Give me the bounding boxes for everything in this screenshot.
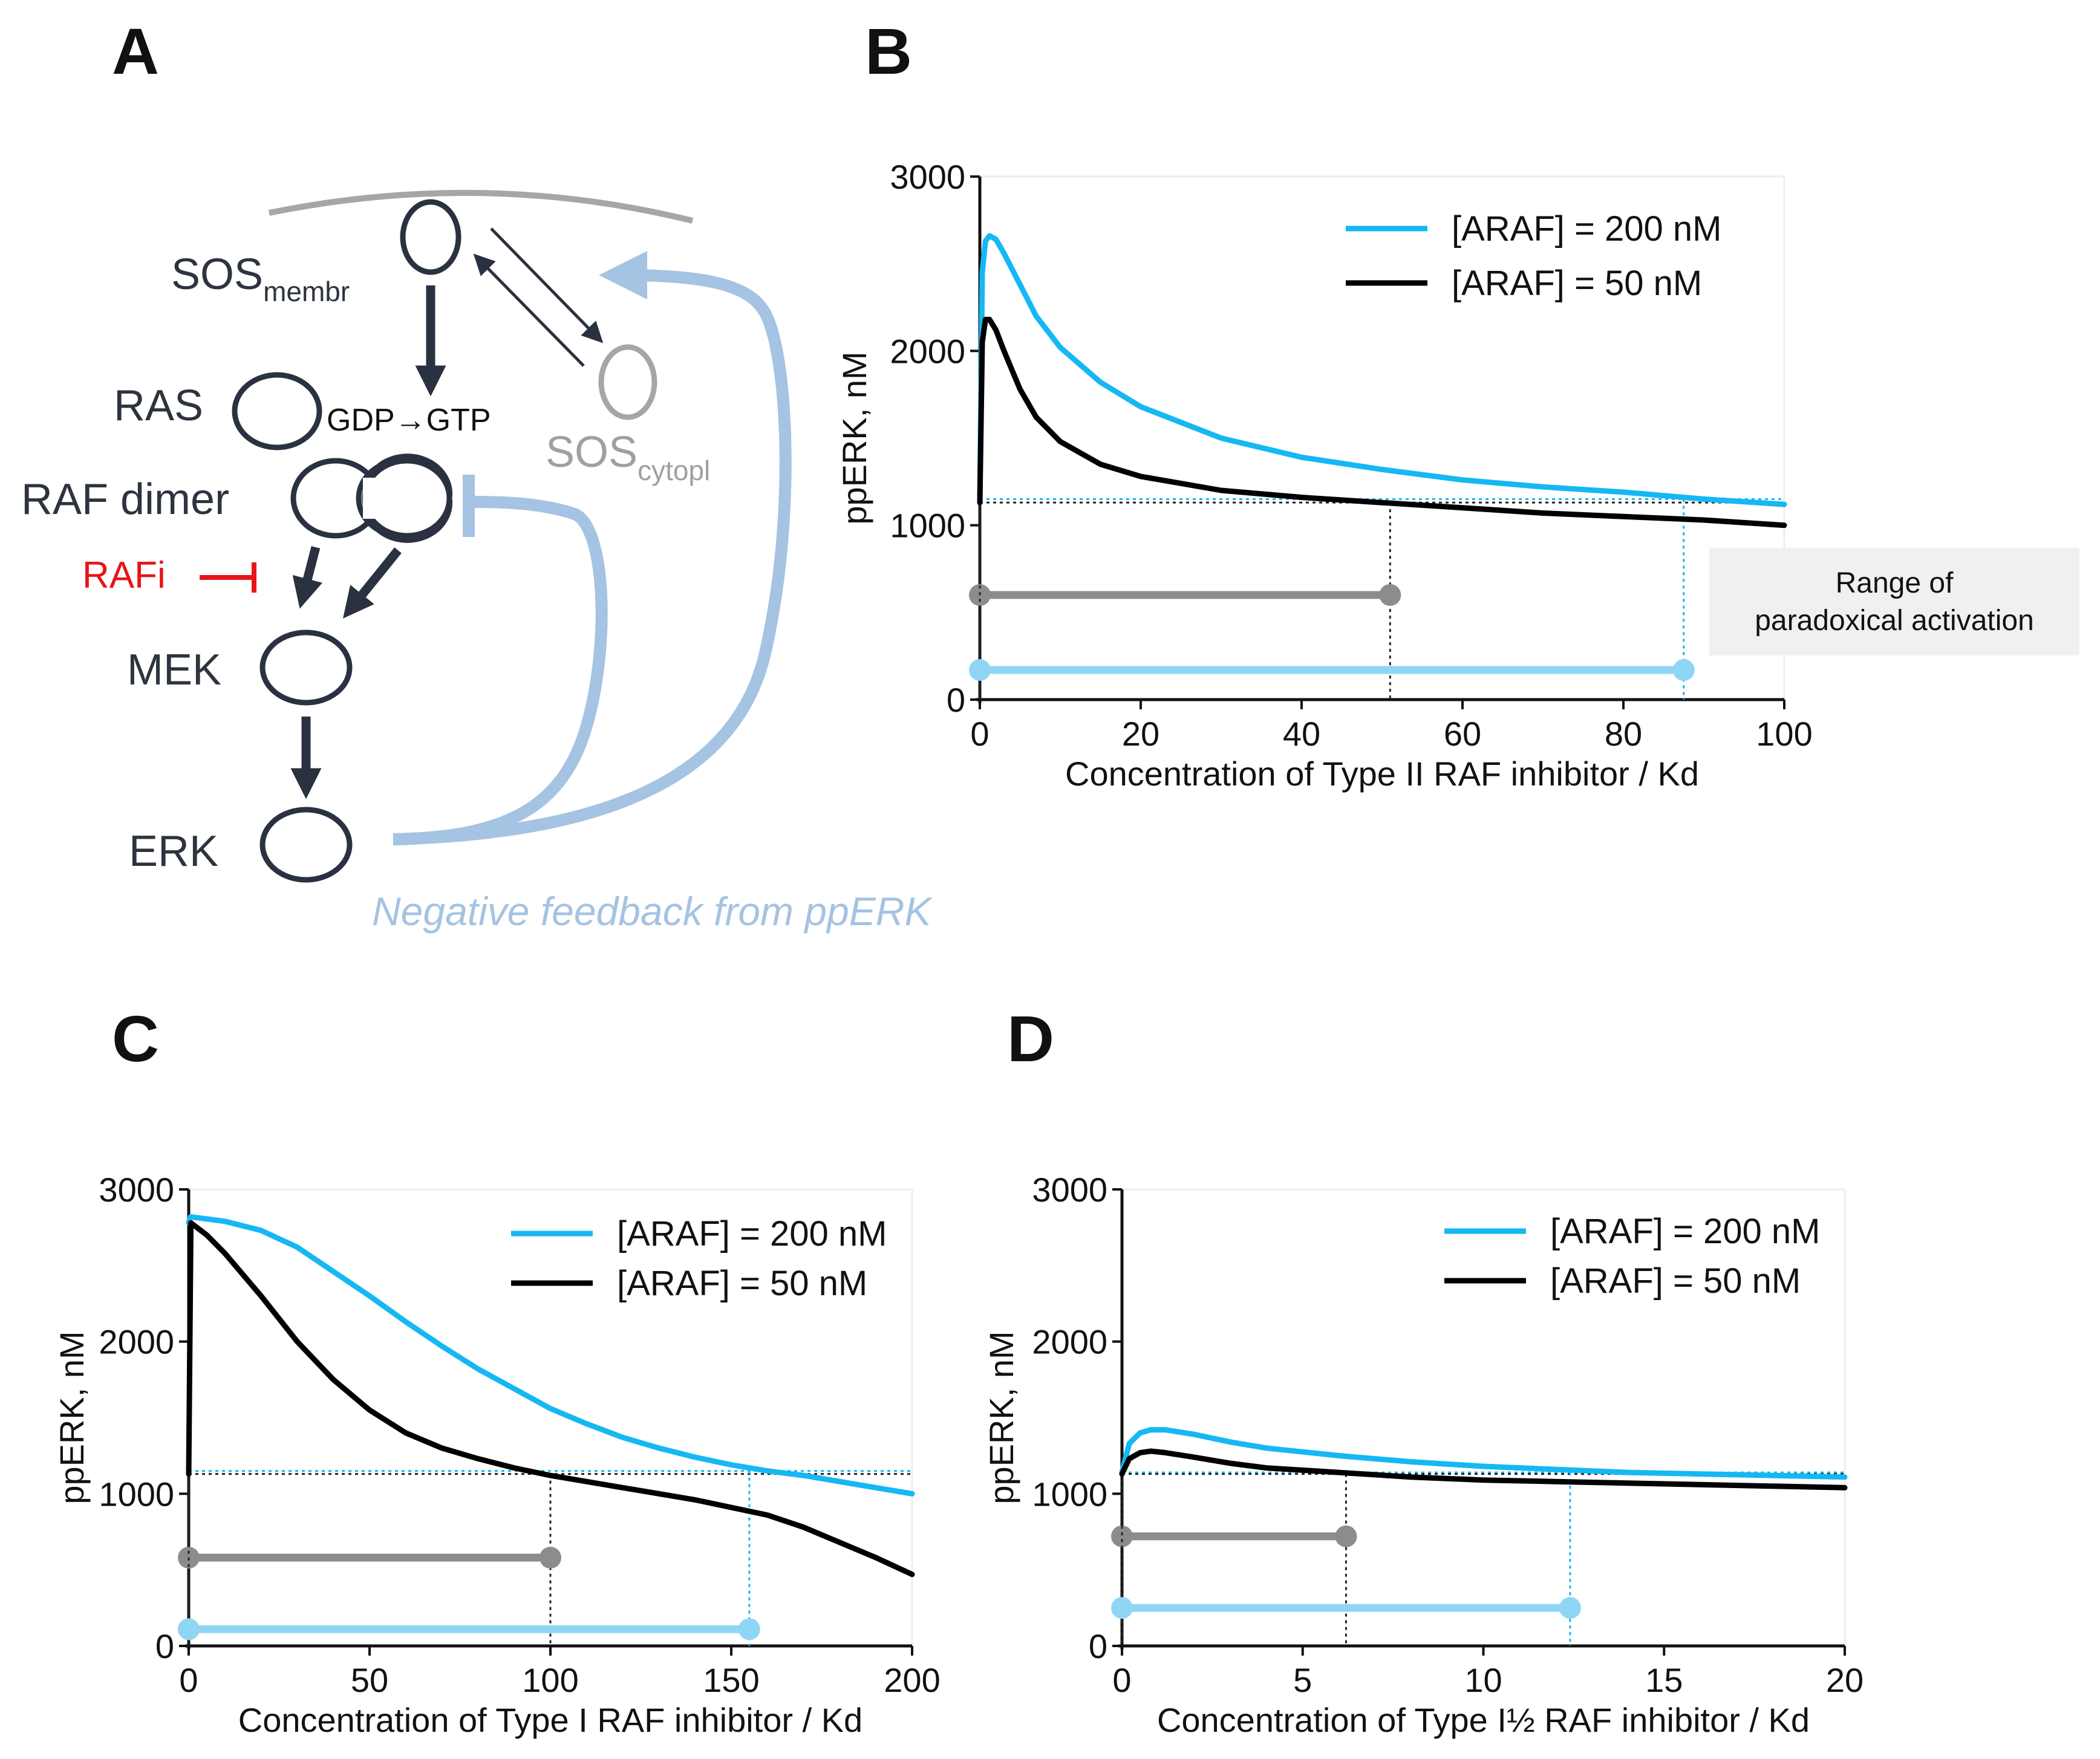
chart-d-ytick-label: 1000	[1032, 1475, 1107, 1513]
membrane	[269, 190, 694, 224]
label-negative-feedback: Negative feedback from ppERK	[372, 889, 933, 934]
chart-c-range-end-dot	[738, 1618, 760, 1640]
chart-d-series-line-araf50	[1119, 1448, 1848, 1491]
chart-c-ytick-label: 2000	[99, 1323, 174, 1361]
chart-b-plot-area	[979, 175, 1785, 701]
chart-b-range-start-dot	[969, 658, 991, 681]
chart-d-range-end-dot	[1335, 1525, 1357, 1547]
mek-node	[259, 629, 353, 706]
chart-b-xtick-label: 40	[1283, 715, 1320, 753]
panel-letter-d: D	[1007, 1002, 1054, 1075]
label-sos-cytopl: SOScytopl	[546, 428, 710, 486]
chart-d-legend-label: [ARAF] = 50 nM	[1550, 1261, 1801, 1301]
chart-d-xtick-label: 5	[1293, 1661, 1312, 1699]
pathway-diagram: SOSmembr RAS GDP→GTP SOScytopl RAF dimer…	[21, 190, 933, 934]
chart-c-plot-area	[188, 1188, 913, 1647]
chart-b-legend-label: [ARAF] = 200 nM	[1452, 209, 1721, 249]
label-mek: MEK	[127, 646, 221, 694]
chart-b-xtick-label: 60	[1444, 715, 1481, 753]
feedback-arc-to-raf	[393, 496, 608, 845]
panel-letter-a: A	[112, 15, 159, 88]
arrow-sos-exchange-down	[490, 227, 604, 343]
chart-b-legend-label: [ARAF] = 50 nM	[1452, 264, 1702, 303]
chart-b-series-line-araf50	[977, 316, 1787, 528]
chart-c-series-line-araf50	[186, 1220, 915, 1578]
arrow-sos-exchange-up	[473, 253, 585, 367]
chart-d-plot-area	[1121, 1188, 1846, 1647]
chart-d-ytick-label: 3000	[1032, 1171, 1107, 1209]
chart-b-ytick-label: 3000	[890, 158, 965, 196]
range-note-line2: paradoxical activation	[1755, 605, 2034, 637]
raf-dimer-node	[356, 454, 452, 543]
label-raf-dimer: RAF dimer	[21, 475, 229, 524]
chart-b: 0 1000 2000 3000 0 20 40 60 80 100 Concentration o…	[835, 158, 1813, 793]
chart-c-ytick-label: 3000	[99, 1171, 174, 1209]
chart-b-range-end-dot	[1379, 584, 1401, 606]
chart-b-range-end-dot	[1672, 658, 1695, 681]
panel-letter-c: C	[112, 1002, 159, 1075]
sos-membr-node	[400, 199, 461, 275]
chart-d-xtick-label: 0	[1112, 1661, 1131, 1699]
chart-d: 0 1000 2000 3000 0 5 10 15 20 Concentration of Ty…	[982, 1171, 1864, 1739]
chart-c-xtick-label: 200	[884, 1661, 940, 1699]
arrow-raf-to-mek-right	[342, 547, 402, 619]
chart-c-xtick-label: 150	[703, 1661, 759, 1699]
panel-letter-b: B	[865, 15, 912, 88]
chart-c-xtick-label: 0	[179, 1661, 198, 1699]
chart-b-ytick-label: 1000	[890, 507, 965, 545]
chart-d-xlabel: Concentration of Type I½ RAF inhibitor /…	[1157, 1701, 1810, 1739]
chart-c-ytick-label: 1000	[99, 1475, 174, 1513]
chart-b-series-line-araf200	[977, 233, 1787, 507]
label-rafi: RAFi	[82, 554, 166, 596]
chart-b-ytick-label: 0	[947, 681, 965, 719]
chart-c-xtick-label: 100	[522, 1661, 578, 1699]
chart-c-range-end-dot	[540, 1547, 561, 1569]
chart-d-xtick-label: 10	[1464, 1661, 1502, 1699]
chart-d-xtick-label: 20	[1826, 1661, 1864, 1699]
label-erk: ERK	[129, 827, 218, 876]
chart-b-xtick-label: 20	[1122, 715, 1159, 753]
label-ras: RAS	[114, 382, 203, 430]
label-sos-membr-sub: membr	[263, 276, 350, 307]
chart-b-ytick-label: 2000	[890, 332, 965, 370]
range-note-box	[1709, 548, 2079, 655]
chart-d-series-line-araf200	[1119, 1427, 1848, 1480]
label-sos-cytopl-sub: cytopl	[638, 455, 710, 486]
ras-node	[232, 372, 322, 450]
chart-c-legend-label: [ARAF] = 200 nM	[617, 1214, 887, 1253]
chart-b-xtick-label: 0	[970, 715, 989, 753]
range-note: Range of paradoxical activation	[1709, 548, 2079, 655]
chart-c-xlabel: Concentration of Type I RAF inhibitor / …	[238, 1701, 862, 1739]
chart-c-ytick-label: 0	[155, 1627, 174, 1665]
chart-c: 0 1000 2000 3000 0 50 100 150 200 Concentration o…	[53, 1171, 941, 1739]
chart-d-ytick-label: 2000	[1032, 1323, 1107, 1361]
arrow-raf-to-mek-left	[292, 546, 323, 609]
chart-d-ylabel: ppERK, nM	[982, 1331, 1020, 1504]
feedback-arc-to-sos	[393, 251, 792, 845]
chart-c-range-start-dot	[178, 1618, 200, 1640]
label-gdp-gtp: GDP→GTP	[327, 403, 491, 438]
chart-c-series-line-araf200	[186, 1214, 915, 1497]
chart-d-ytick-label: 0	[1089, 1627, 1107, 1665]
chart-c-legend-label: [ARAF] = 50 nM	[617, 1264, 867, 1303]
chart-d-range-start-dot	[1111, 1525, 1133, 1547]
chart-b-xtick-label: 80	[1605, 715, 1642, 753]
chart-d-range-start-dot	[1111, 1597, 1133, 1619]
chart-b-ylabel: ppERK, nM	[835, 351, 873, 524]
chart-b-xtick-label: 100	[1756, 715, 1812, 753]
chart-d-xtick-label: 15	[1645, 1661, 1683, 1699]
chart-d-range-end-dot	[1559, 1597, 1581, 1619]
chart-d-legend-label: [ARAF] = 200 nM	[1550, 1212, 1820, 1251]
chart-c-ylabel: ppERK, nM	[53, 1331, 91, 1504]
sos-cytopl-node	[598, 344, 657, 420]
erk-node	[259, 807, 353, 883]
label-sos-membr: SOSmembr	[171, 250, 350, 307]
chart-b-xlabel: Concentration of Type II RAF inhibitor /…	[1065, 755, 1699, 793]
chart-c-xtick-label: 50	[351, 1661, 388, 1699]
range-note-line1: Range of	[1836, 567, 1954, 599]
